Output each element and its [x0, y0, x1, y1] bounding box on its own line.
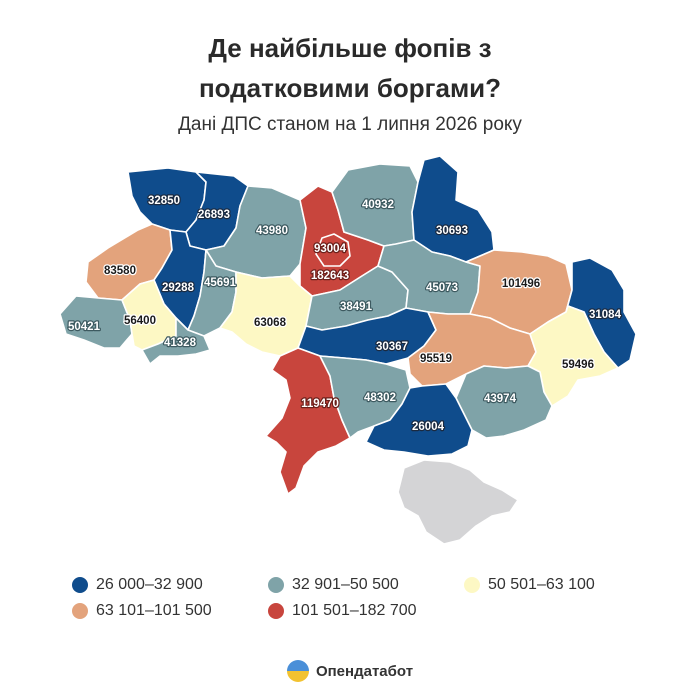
map-title: Де найбільше фопів з податковими боргами… [0, 28, 700, 108]
label-volyn: 32850 [148, 195, 180, 207]
legend-item-2: 32 901–50 500 [268, 576, 464, 594]
legend-label-5: 101 501–182 700 [292, 602, 417, 619]
legend-label-3: 50 501–63 100 [488, 576, 595, 593]
brand-footer: Опендатабот [0, 660, 700, 682]
label-khmelnytskyi: 45691 [204, 277, 237, 289]
label-ivano-frankivsk: 56400 [124, 315, 156, 327]
map-legend: 26 000–32 900 32 901–50 500 50 501–63 10… [72, 576, 652, 620]
legend-swatch-3 [464, 577, 480, 593]
label-kyiv-city: 182643 [311, 270, 349, 282]
label-zhytomyr: 43980 [256, 225, 288, 237]
legend-label-4: 63 101–101 500 [96, 602, 212, 619]
label-ternopil: 29288 [162, 282, 195, 294]
opendatabot-logo-icon [286, 660, 309, 682]
label-sumy: 30693 [436, 225, 468, 237]
title-line-1: Де найбільше фопів з [208, 33, 492, 63]
legend-item-4: 63 101–101 500 [72, 602, 268, 620]
label-vinnytsia: 63068 [254, 317, 287, 329]
label-cherkasy: 38491 [340, 301, 373, 313]
label-chernihiv: 40932 [362, 199, 394, 211]
region-chernivtsi [141, 317, 211, 365]
region-kyiv-city [315, 233, 351, 267]
legend-swatch-2 [268, 577, 284, 593]
label-luhansk: 31084 [589, 309, 622, 321]
label-rivne: 26893 [198, 209, 230, 221]
region-khmelnytskyi [187, 249, 237, 337]
legend-label-1: 26 000–32 900 [96, 576, 203, 593]
label-zakarpattia: 50421 [68, 321, 101, 333]
label-lviv: 83580 [104, 265, 136, 277]
label-kharkiv: 101496 [502, 278, 540, 290]
label-kyiv-oblast: 93004 [314, 243, 347, 255]
legend-item-5: 101 501–182 700 [268, 602, 464, 620]
region-crimea [397, 459, 519, 545]
legend-swatch-1 [72, 577, 88, 593]
legend-item-3: 50 501–63 100 [464, 576, 644, 594]
legend-swatch-5 [268, 603, 284, 619]
legend-swatch-4 [72, 603, 88, 619]
region-kherson [365, 383, 473, 457]
label-kherson: 26004 [412, 421, 445, 433]
label-dnipropetrovsk: 95519 [420, 353, 452, 365]
legend-label-2: 32 901–50 500 [292, 576, 399, 593]
label-mykolaiv: 48302 [364, 392, 396, 404]
label-chernivtsi: 41328 [164, 337, 197, 349]
title-line-2: податковими боргами? [198, 73, 502, 103]
brand-name: Опендатабот [315, 662, 414, 680]
label-zaporizhzhia: 43974 [484, 393, 517, 405]
label-odesa: 119470 [301, 398, 339, 410]
map-subtitle: Дані ДПС станом на 1 липня 2026 року [178, 114, 522, 135]
label-poltava: 45073 [426, 282, 458, 294]
legend-item-1: 26 000–32 900 [72, 576, 268, 594]
label-donetsk: 59496 [562, 359, 594, 371]
label-kirovohrad: 30367 [376, 341, 408, 353]
